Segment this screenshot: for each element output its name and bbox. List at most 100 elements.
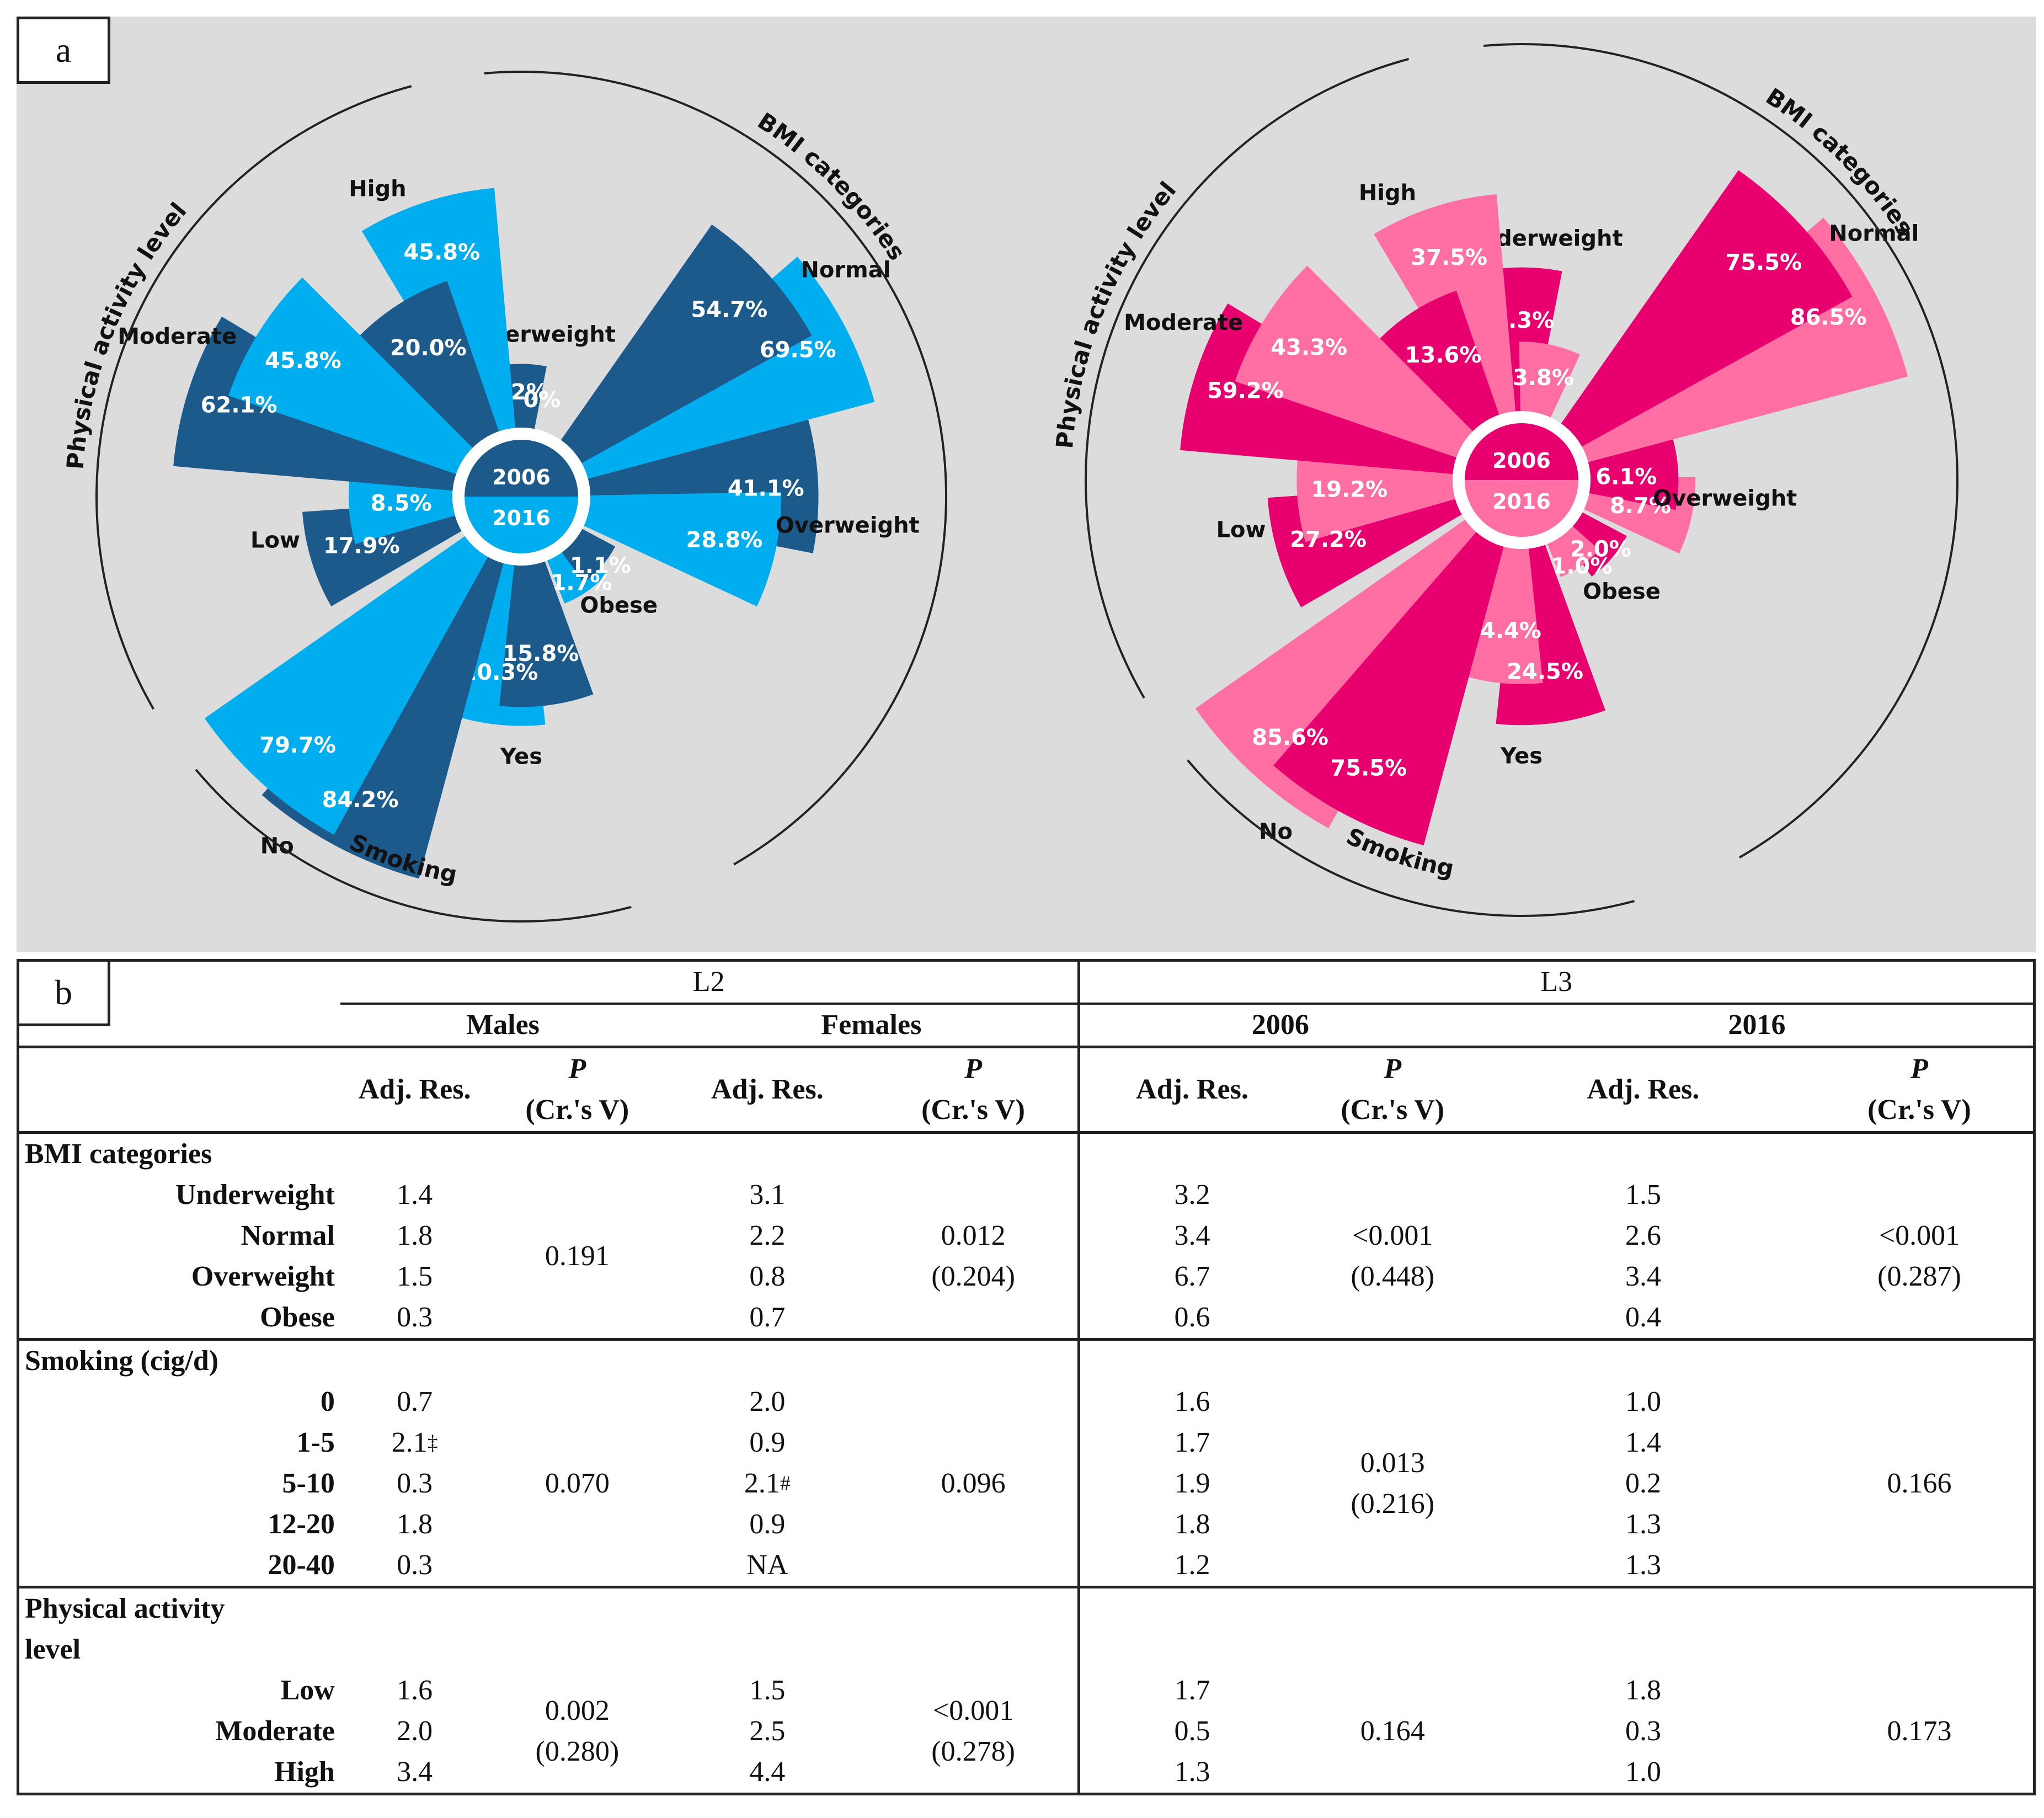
cell: 3.2 bbox=[1077, 1175, 1305, 1215]
section-pa-title-row-2: level bbox=[18, 1629, 2035, 1670]
cell: 4.4 bbox=[749, 1756, 786, 1788]
header-row-2: Males Females 2006 2016 bbox=[18, 1004, 2035, 1047]
adj-res-header: Adj. Res. bbox=[711, 1074, 824, 1105]
cell: 1.8 bbox=[397, 1508, 433, 1540]
table-row: 1-5 2.1‡ 0.9 1.7 1.4 bbox=[18, 1422, 2035, 1463]
category-label: Moderate bbox=[1124, 310, 1243, 335]
value-label: 1.7% bbox=[551, 571, 612, 596]
table-row: 5-10 0.3 2.1# 1.9 0.2 bbox=[18, 1463, 2035, 1504]
cell: 1.6 bbox=[397, 1675, 433, 1706]
group-arc bbox=[1085, 57, 1410, 699]
male-polar-chart: 3.2%0%Underweight69.5%54.7%Normal41.1%28… bbox=[61, 71, 947, 923]
value-label: 75.5% bbox=[1725, 250, 1802, 275]
cell: 0.7 bbox=[749, 1302, 786, 1333]
p-value-cell: <0.001 (0.448) bbox=[1351, 1220, 1435, 1292]
cell: 0.7 bbox=[397, 1386, 433, 1417]
cell: 0.9 bbox=[749, 1508, 786, 1540]
header-females: Females bbox=[821, 1009, 922, 1041]
header-2006: 2006 bbox=[1077, 1004, 1481, 1047]
cell: 0.2 bbox=[1625, 1468, 1662, 1499]
footnote-mark: ‡ bbox=[427, 1431, 438, 1454]
cell: 0.6 bbox=[1077, 1297, 1305, 1340]
category-label: Overweight bbox=[1653, 486, 1797, 511]
p-header: P (Cr.'s V) bbox=[1341, 1053, 1445, 1126]
bar-moderate-2016 bbox=[228, 277, 473, 475]
value-label: 1.1% bbox=[570, 553, 631, 579]
value-label: 28.8% bbox=[686, 527, 763, 553]
value-label: 20.0% bbox=[390, 335, 467, 361]
bar-normal-2006 bbox=[1561, 170, 1853, 447]
value-label: 13.6% bbox=[1405, 343, 1482, 368]
panel-b-label: b bbox=[17, 959, 110, 1026]
center-2006 bbox=[1465, 423, 1578, 480]
group-label: BMI categories bbox=[753, 107, 911, 265]
p-value-cell: 0.164 bbox=[1360, 1715, 1425, 1747]
adj-res-header: Adj. Res. bbox=[1587, 1074, 1700, 1105]
value-label: 43.3% bbox=[1271, 335, 1347, 360]
polar-charts: 3.2%0%Underweight69.5%54.7%Normal41.1%28… bbox=[61, 43, 1958, 923]
center-2016 bbox=[1465, 480, 1578, 537]
bar-obese-2016 bbox=[1547, 526, 1599, 577]
bar-underweight-2016 bbox=[1519, 342, 1580, 418]
row-label: Moderate bbox=[215, 1715, 335, 1747]
cell: 3.4 bbox=[1077, 1215, 1305, 1256]
cell: 1.3 bbox=[1625, 1549, 1662, 1581]
table-row: 12-20 1.8 0.9 1.8 1.3 bbox=[18, 1504, 2035, 1545]
value-label: 19.2% bbox=[1311, 477, 1387, 502]
p-value-cell: <0.001 (0.287) bbox=[1877, 1220, 1961, 1292]
center-2016 bbox=[465, 497, 578, 553]
p-value-cell: 0.173 bbox=[1887, 1715, 1952, 1747]
p-header: P (Cr.'s V) bbox=[525, 1053, 629, 1126]
cell: 1.5 bbox=[1625, 1179, 1662, 1211]
panel-a-label: a bbox=[17, 17, 110, 84]
row-label: 5-10 bbox=[282, 1468, 335, 1499]
value-label: 15.8% bbox=[503, 641, 579, 667]
category-label: Low bbox=[250, 528, 300, 553]
cell: NA bbox=[746, 1549, 788, 1581]
p-value-cell: 0.166 bbox=[1887, 1468, 1952, 1499]
bar-no-2006 bbox=[1273, 532, 1504, 846]
cell: 1.4 bbox=[1625, 1427, 1662, 1458]
cell: 1.0 bbox=[1625, 1386, 1662, 1417]
cell: 1.7 bbox=[1077, 1670, 1305, 1711]
header-males: Males bbox=[466, 1009, 540, 1041]
cell: 1.8 bbox=[1625, 1675, 1662, 1706]
row-label: 0 bbox=[320, 1386, 335, 1417]
row-label: Low bbox=[280, 1675, 335, 1706]
cell: 2.6 bbox=[1625, 1220, 1662, 1251]
value-label: 8.5% bbox=[371, 491, 432, 516]
group-arc bbox=[95, 85, 412, 710]
header-row-3: Adj. Res. P (Cr.'s V) Adj. Res. P (Cr.'s V… bbox=[18, 1047, 2035, 1133]
value-label: 62.1% bbox=[201, 393, 277, 418]
category-label: Yes bbox=[500, 744, 542, 770]
section-title: Smoking (cig/d) bbox=[25, 1345, 219, 1377]
cell: 1.3 bbox=[1625, 1508, 1662, 1540]
group-arc bbox=[195, 769, 632, 923]
cell: 1.0 bbox=[1625, 1756, 1662, 1788]
value-label: 79.7% bbox=[259, 733, 336, 758]
cell: 3.1 bbox=[749, 1179, 786, 1211]
cell: 1.7 bbox=[1077, 1422, 1305, 1463]
cell: 3.4 bbox=[397, 1756, 433, 1788]
category-label: Yes bbox=[1500, 743, 1543, 769]
p-value-cell: 0.002 (0.280) bbox=[535, 1695, 620, 1767]
cell: 1.3 bbox=[1077, 1752, 1305, 1794]
row-label: 12-20 bbox=[268, 1508, 335, 1540]
bar-obese-2006 bbox=[562, 529, 616, 583]
cell: 1.9 bbox=[1077, 1463, 1305, 1504]
category-label: Low bbox=[1216, 518, 1266, 543]
table-row: Overweight 1.5 0.8 6.7 3.4 bbox=[18, 1256, 2035, 1297]
value-label: 2.0% bbox=[1570, 537, 1631, 562]
category-label: Obese bbox=[580, 593, 658, 618]
row-label: Obese bbox=[260, 1302, 335, 1333]
cell: 0.9 bbox=[749, 1427, 786, 1458]
adj-res-header: Adj. Res. bbox=[1077, 1047, 1305, 1133]
bar-high-2006 bbox=[360, 281, 499, 448]
group-label-text: BMI categories bbox=[753, 107, 911, 265]
category-label: No bbox=[260, 833, 294, 859]
value-label: 8.7% bbox=[1610, 493, 1671, 519]
cell: 0.3 bbox=[397, 1302, 433, 1333]
value-label: 17.9% bbox=[323, 534, 400, 559]
value-label: 86.5% bbox=[1790, 305, 1867, 330]
center-year-bottom: 2016 bbox=[492, 506, 551, 530]
